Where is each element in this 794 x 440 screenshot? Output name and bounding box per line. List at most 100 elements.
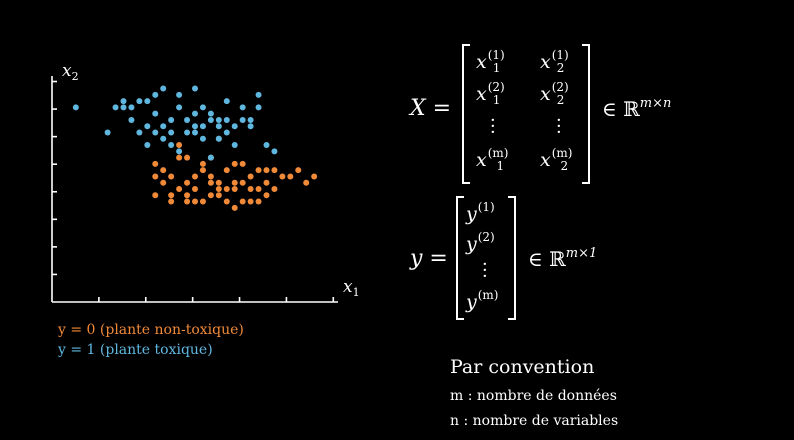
class-1-point xyxy=(72,104,79,111)
class-1-point xyxy=(239,104,246,111)
class-0-point xyxy=(231,186,238,192)
x-matrix-cell: x(m)1 xyxy=(476,146,509,173)
class-1-point xyxy=(215,135,222,142)
y-vector-vdots: · · · xyxy=(482,254,488,287)
class-1-point xyxy=(239,116,246,123)
class-0-point xyxy=(207,192,214,199)
class-1-point xyxy=(223,116,230,123)
class-1-point xyxy=(120,98,127,105)
class-1-point xyxy=(104,129,111,136)
class-0-point xyxy=(231,179,238,186)
class-0-point xyxy=(263,179,270,186)
y-vector-set: ∈ ℝm×1 xyxy=(528,246,598,271)
class-1-point xyxy=(192,129,198,136)
class-1-point xyxy=(152,129,159,136)
class-1-point xyxy=(128,104,135,111)
class-1-point xyxy=(136,98,143,105)
class-0-point xyxy=(239,179,246,186)
class-1-point xyxy=(199,104,206,111)
class-0-point xyxy=(247,186,254,192)
class-0-point xyxy=(215,179,222,186)
class-1-point xyxy=(160,85,167,92)
class-1-point xyxy=(207,154,214,161)
class-1-point xyxy=(144,123,151,130)
class-1-point xyxy=(128,116,135,123)
x-axis-label: x1 xyxy=(343,277,360,299)
class-0-point xyxy=(168,198,175,205)
class-1-point xyxy=(184,129,191,136)
x-matrix-cell: x(2)1 xyxy=(476,80,505,107)
y-vector-cell: y(1) xyxy=(466,200,495,225)
class-0-point xyxy=(184,179,191,186)
x-matrix-right-bracket xyxy=(582,44,590,184)
class-0-point xyxy=(176,142,183,149)
class-1-point xyxy=(144,98,151,105)
x-matrix-left-bracket xyxy=(462,44,470,184)
class-1-point xyxy=(223,98,230,105)
class-1-point xyxy=(176,148,183,155)
x-matrix-set: ∈ ℝm×n xyxy=(602,96,672,121)
class-0-point xyxy=(168,173,175,180)
class-0-point xyxy=(311,173,318,180)
class-1-point xyxy=(120,104,127,111)
plot-axes xyxy=(51,76,338,303)
class-0-point xyxy=(184,192,191,199)
class-1-point xyxy=(192,123,198,130)
y-vector-left-bracket xyxy=(456,196,464,320)
class-1-point xyxy=(152,110,159,117)
y-vector-cell: y(2) xyxy=(466,230,495,255)
class-0-point xyxy=(255,186,262,192)
class-0-point xyxy=(168,192,175,199)
class-1-point xyxy=(255,91,262,98)
class-0-point xyxy=(152,192,159,199)
class-1-point xyxy=(263,142,270,149)
y-vector-right-bracket xyxy=(508,196,516,320)
class-0-point xyxy=(279,173,286,180)
plot-points xyxy=(72,85,318,211)
class-0-point xyxy=(271,167,278,174)
convention-title: Par convention xyxy=(450,356,595,378)
class-1-point xyxy=(168,129,175,136)
class-0-point xyxy=(176,154,183,161)
class-0-point xyxy=(223,167,230,174)
class-0-point xyxy=(192,173,198,180)
class-1-point xyxy=(176,91,183,98)
class-0-point xyxy=(239,198,246,205)
class-1-point xyxy=(215,116,222,123)
class-0-point xyxy=(199,167,206,174)
class-1-point xyxy=(255,104,262,111)
class-0-point xyxy=(255,167,262,174)
class-1-point xyxy=(199,123,206,130)
class-0-point xyxy=(271,186,278,192)
class-0-point xyxy=(184,154,191,161)
x-matrix-cell: x(1)2 xyxy=(540,48,569,75)
convention-item-m: m : nombre de données xyxy=(450,388,617,404)
class-1-point xyxy=(199,135,206,142)
class-1-point xyxy=(215,123,222,130)
class-1-point xyxy=(168,116,175,123)
y-vector-lhs: y = xyxy=(410,246,448,271)
class-0-point xyxy=(207,179,214,186)
class-0-point xyxy=(152,160,159,167)
class-1-point xyxy=(207,116,214,123)
x-matrix-cell: x(m)2 xyxy=(540,146,573,173)
class-1-point xyxy=(247,116,254,123)
class-0-point xyxy=(287,173,294,180)
convention-item-n: n : nombre de variables xyxy=(450,413,619,429)
class-0-point xyxy=(199,198,206,205)
class-1-point xyxy=(160,135,167,142)
class-1-point xyxy=(192,110,198,117)
class-1-point xyxy=(160,123,167,130)
class-0-point xyxy=(263,167,270,174)
class-0-point xyxy=(239,160,246,167)
class-0-point xyxy=(223,186,230,192)
class-0-point xyxy=(215,186,222,192)
class-0-point xyxy=(263,192,270,199)
class-1-point xyxy=(231,123,238,130)
x-matrix-vdots: · · · xyxy=(556,110,562,143)
class-0-point xyxy=(231,160,238,167)
y-axis-label: x2 xyxy=(62,61,79,83)
class-1-point xyxy=(247,123,254,130)
class-1-point xyxy=(168,142,175,149)
